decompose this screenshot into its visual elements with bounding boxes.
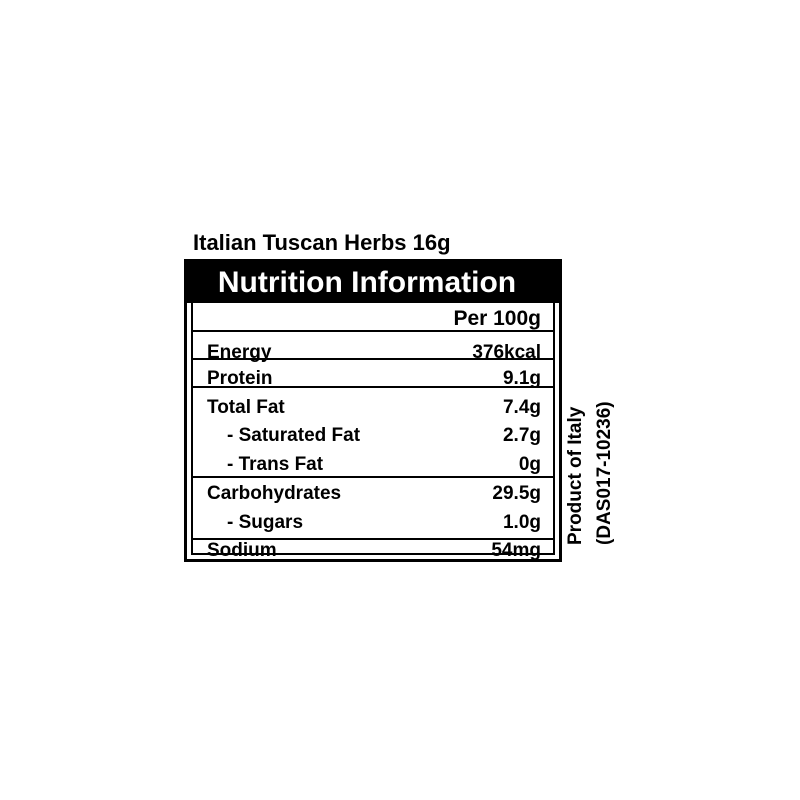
nutrition-table: Nutrition Information Per 100g Energy 376… xyxy=(184,259,562,562)
row-saturated-fat: - Saturated Fat 2.7g xyxy=(207,425,541,447)
product-code: (DAS017-10236) xyxy=(594,401,615,545)
row-value: 376kcal xyxy=(472,342,541,363)
table-header: Nutrition Information xyxy=(187,262,559,303)
row-label: - Sugars xyxy=(227,512,304,533)
product-title: Italian Tuscan Herbs 16g xyxy=(193,230,451,255)
row-trans-fat: - Trans Fat 0g xyxy=(207,454,541,476)
row-value: 0g xyxy=(518,454,541,475)
row-value: 2.7g xyxy=(502,425,541,446)
row-label: - Trans Fat xyxy=(227,454,324,475)
divider xyxy=(193,476,553,478)
origin-text: Product of Italy xyxy=(565,406,586,545)
row-label: Carbohydrates xyxy=(207,483,342,504)
row-label: - Saturated Fat xyxy=(227,425,361,446)
divider xyxy=(193,386,553,388)
divider xyxy=(193,330,553,332)
row-value: 7.4g xyxy=(502,397,541,418)
row-label: Sodium xyxy=(207,540,277,561)
row-energy: Energy 376kcal xyxy=(207,342,541,364)
table-body: Per 100g Energy 376kcal Protein 9.1g Total… xyxy=(191,303,555,561)
row-total-fat: Total Fat 7.4g xyxy=(207,397,541,419)
side-text: Product of Italy (DAS017-10236) xyxy=(560,370,630,545)
row-label: Protein xyxy=(207,368,273,389)
row-value: 1.0g xyxy=(502,512,541,533)
row-label: Total Fat xyxy=(207,397,285,418)
row-protein: Protein 9.1g xyxy=(207,368,541,390)
row-sugars: - Sugars 1.0g xyxy=(207,512,541,534)
row-value: 9.1g xyxy=(502,368,541,389)
divider xyxy=(193,538,553,540)
row-value: 29.5g xyxy=(492,483,541,504)
row-sodium: Sodium 54mg xyxy=(207,540,541,562)
row-carbohydrates: Carbohydrates 29.5g xyxy=(207,483,541,505)
column-header: Per 100g xyxy=(453,307,541,330)
row-label: Energy xyxy=(207,342,272,363)
row-value: 54mg xyxy=(491,540,541,561)
divider xyxy=(193,358,553,360)
